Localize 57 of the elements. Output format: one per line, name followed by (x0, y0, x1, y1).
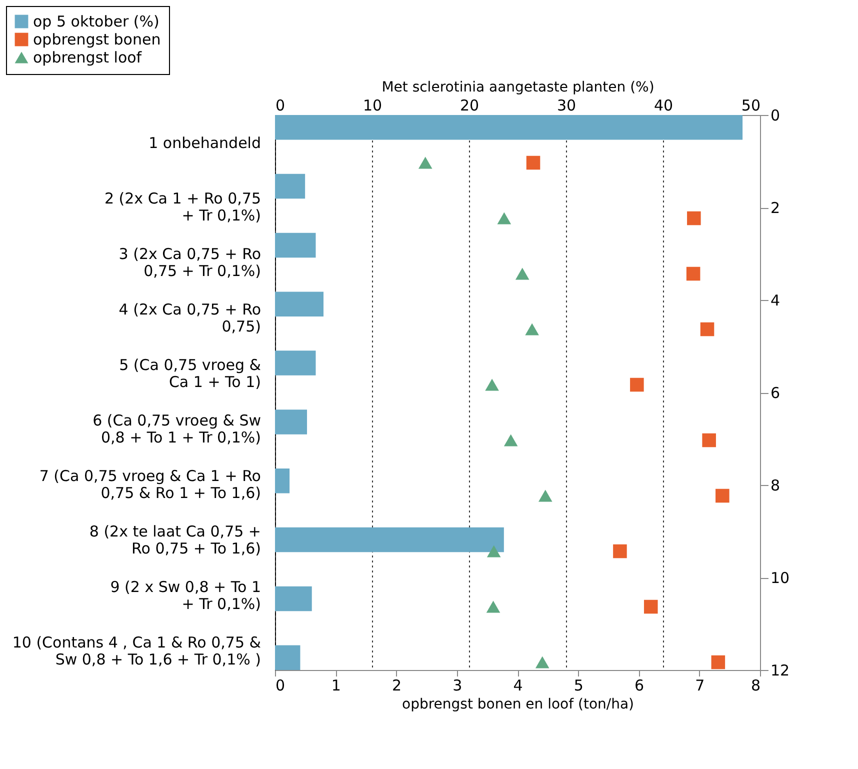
y-tick-label: 1 onbehandeld (148, 134, 261, 152)
point (687, 211, 701, 226)
legend-label: opbrengst bonen (33, 30, 161, 48)
point (515, 268, 530, 280)
y2-tick-label: 4 (770, 292, 780, 310)
x-tick-label: 4 (513, 676, 523, 694)
point (700, 322, 714, 336)
point (538, 490, 552, 502)
point (497, 212, 512, 224)
x-tick-label: 6 (634, 676, 644, 694)
point (486, 600, 500, 613)
y2-tick-label: 10 (770, 569, 790, 587)
x-tick-label: 3 (452, 676, 462, 694)
x2-tick-label: 20 (460, 96, 480, 114)
x-tick-label: 1 (331, 676, 341, 694)
point (525, 323, 539, 336)
point (644, 600, 658, 614)
point (702, 433, 716, 448)
y2-tick-label: 8 (770, 476, 780, 494)
point (613, 544, 627, 558)
point (418, 156, 432, 169)
y-tick-label: 10 (Contans 4 , Ca 1 & Ro 0,75 & Sw 0,8 + To 1,6 + Tr 0,1% ) (12, 633, 262, 668)
x2-axis-title: Met sclerotinia aangetaste planten (%) (382, 80, 654, 96)
x2-tick-label: 0 (276, 96, 286, 114)
y-tick-label: 3 (2x Ca 0,75 + Ro 0,75 + Tr 0,1%) (118, 244, 261, 280)
x2-tick-label: 50 (741, 96, 760, 114)
y2-tick-label: 12 (770, 662, 790, 680)
point (486, 545, 501, 558)
y-tick-label: 4 (2x Ca 0,75 + Ro 0,75) (118, 300, 261, 336)
x-axis-title: opbrengst bonen en loof (ton/ha) (402, 696, 634, 712)
point (485, 378, 499, 391)
y-tick-label: 2 (2x Ca 1 + Ro 0,75 + Tr 0,1%) (104, 189, 261, 224)
point (504, 434, 518, 446)
y-tick-label: 7 (Ca 0,75 vroeg & Ca 1 + Ro 0,75 & Ro 1 + To 1,6) (39, 466, 261, 502)
x-tick-label: 7 (695, 676, 705, 694)
y2-tick-label: 6 (770, 384, 780, 402)
legend-label: op 5 oktober (%) (33, 12, 160, 30)
legend-label: opbrengst loof (33, 48, 142, 66)
x2-tick-label: 30 (556, 96, 576, 114)
x-tick-label: 2 (392, 676, 402, 694)
x2-tick-label: 10 (362, 96, 382, 114)
x-tick-label: 5 (574, 676, 584, 694)
x-tick-label: 8 (750, 676, 760, 694)
x-tick-label: 0 (276, 676, 286, 694)
y-tick-label: 6 (Ca 0,75 vroeg & Sw 0,8 + To 1 + Tr 0,1%) (92, 411, 261, 446)
point (526, 156, 540, 170)
y-tick-label: 8 (2x te laat Ca 0,75 + Ro 0,75 + To 1,6) (89, 522, 261, 558)
y2-tick-label: 2 (770, 199, 780, 217)
point (716, 488, 730, 503)
x2-tick-label: 40 (654, 96, 674, 114)
point (711, 655, 726, 670)
point (630, 378, 644, 392)
y-tick-label: 5 (Ca 0,75 vroeg & Ca 1 + To 1) (119, 356, 262, 391)
point (686, 266, 700, 281)
y-tick-label: 9 (2 x Sw 0,8 + To 1 + Tr 0,1%) (110, 578, 261, 613)
point (535, 656, 550, 668)
y2-tick-label: 0 (770, 106, 780, 124)
